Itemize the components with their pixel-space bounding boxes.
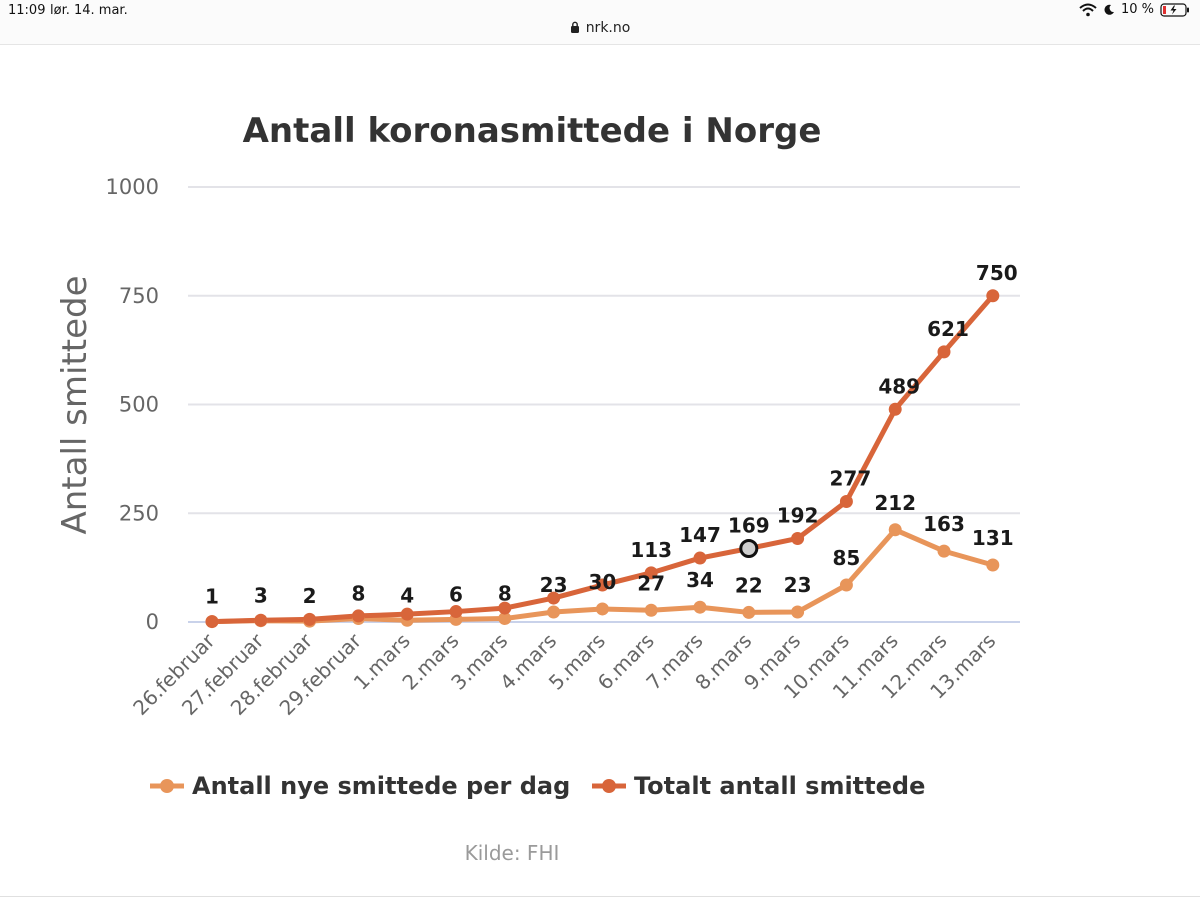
status-date: lør. 14. mar. — [50, 3, 128, 18]
data-point-2[interactable] — [739, 538, 759, 558]
legend-label: Antall nye smittede per dag — [192, 772, 570, 800]
series — [205, 289, 1000, 629]
data-point-1[interactable] — [791, 605, 805, 619]
data-label: 85 — [832, 546, 860, 570]
data-point-1[interactable] — [498, 612, 512, 626]
data-label: 750 — [976, 261, 1018, 285]
data-label: 27 — [637, 571, 665, 595]
status-time: 11:09 — [8, 3, 46, 18]
data-point-2[interactable] — [791, 531, 805, 545]
bottom-divider — [0, 896, 1200, 897]
data-point-1[interactable] — [937, 544, 951, 558]
y-axis-label: Antall smittede — [55, 275, 95, 534]
data-point-2[interactable] — [205, 615, 219, 629]
legend-item-1[interactable]: Antall nye smittede per dag — [150, 772, 570, 800]
data-point-2[interactable] — [644, 566, 658, 580]
data-point-1[interactable] — [644, 603, 658, 617]
data-label: 163 — [923, 512, 965, 536]
legend-marker — [602, 779, 616, 793]
wifi-icon — [1079, 3, 1097, 16]
data-label: 8 — [351, 582, 365, 606]
data-label: 23 — [784, 573, 812, 597]
data-point-2[interactable] — [693, 551, 707, 565]
battery-icon — [1160, 2, 1189, 17]
data-point-2[interactable] — [888, 402, 902, 416]
data-label: 131 — [972, 526, 1014, 550]
data-point-1[interactable] — [693, 600, 707, 614]
data-label: 277 — [830, 467, 872, 491]
data-point-2[interactable] — [351, 609, 365, 623]
address-bar[interactable]: nrk.no — [0, 20, 1200, 36]
data-point-2[interactable] — [303, 612, 317, 626]
data-label: 147 — [679, 523, 721, 547]
y-tick-label: 250 — [119, 501, 159, 525]
data-point-2[interactable] — [547, 591, 561, 605]
data-point-2[interactable] — [839, 495, 853, 509]
data-label: 34 — [686, 568, 714, 592]
data-label: 192 — [777, 503, 819, 527]
data-label: 621 — [927, 317, 969, 341]
data-point-1[interactable] — [888, 523, 902, 537]
legend-marker — [160, 779, 174, 793]
data-label: 8 — [498, 582, 512, 606]
x-axis: 26.februar27.februar28.februar29.februar… — [128, 628, 1000, 720]
data-labels: 1 3 2 8 4 6 8 23 30 27 34 22 23 85 212 163 131 113 147 169 1… — [205, 261, 1018, 609]
data-label: 113 — [630, 538, 672, 562]
data-point-2[interactable] — [498, 601, 512, 615]
status-icons: 10 % — [1079, 2, 1190, 17]
data-label: 212 — [874, 491, 916, 515]
y-axis: 0 250 500 750 1000 — [106, 175, 159, 634]
data-point-2[interactable] — [937, 345, 951, 359]
data-label: 2 — [303, 584, 317, 608]
y-tick-label: 1000 — [106, 175, 159, 199]
data-point-1[interactable] — [742, 605, 756, 619]
legend[interactable]: Antall nye smittede per dag Totalt antall… — [150, 772, 925, 800]
chart-title: Antall koronasmittede i Norge — [243, 111, 822, 151]
lock-icon — [570, 21, 579, 33]
data-label: 3 — [254, 584, 268, 608]
data-label: 6 — [449, 582, 463, 606]
data-point-1[interactable] — [595, 602, 609, 616]
data-point-2[interactable] — [400, 607, 414, 621]
status-bar: 11:09 lør. 14. mar. nrk.no 10 % — [0, 0, 1200, 45]
data-point-2[interactable] — [254, 613, 268, 627]
legend-label: Totalt antall smittede — [634, 772, 925, 800]
data-point-1[interactable] — [986, 558, 1000, 572]
y-tick-label: 500 — [119, 393, 159, 417]
data-point-2[interactable] — [986, 289, 1000, 303]
y-tick-label: 0 — [146, 610, 159, 634]
data-point-2[interactable] — [595, 578, 609, 592]
source-note: Kilde: FHI — [465, 841, 560, 865]
moon-icon — [1104, 4, 1114, 15]
battery-percent: 10 % — [1120, 2, 1154, 17]
y-tick-label: 750 — [119, 284, 159, 308]
data-label: 4 — [400, 583, 414, 607]
address-url: nrk.no — [585, 20, 631, 36]
data-label: 489 — [878, 374, 920, 398]
data-point-1[interactable] — [547, 605, 561, 619]
legend-item-2[interactable]: Totalt antall smittede — [592, 772, 925, 800]
data-point-2[interactable] — [449, 605, 463, 619]
data-point-1[interactable] — [839, 578, 853, 592]
data-label: 23 — [540, 573, 568, 597]
data-label: 22 — [735, 573, 763, 597]
data-label: 30 — [588, 570, 616, 594]
data-label: 169 — [728, 513, 770, 537]
data-label: 1 — [205, 585, 219, 609]
